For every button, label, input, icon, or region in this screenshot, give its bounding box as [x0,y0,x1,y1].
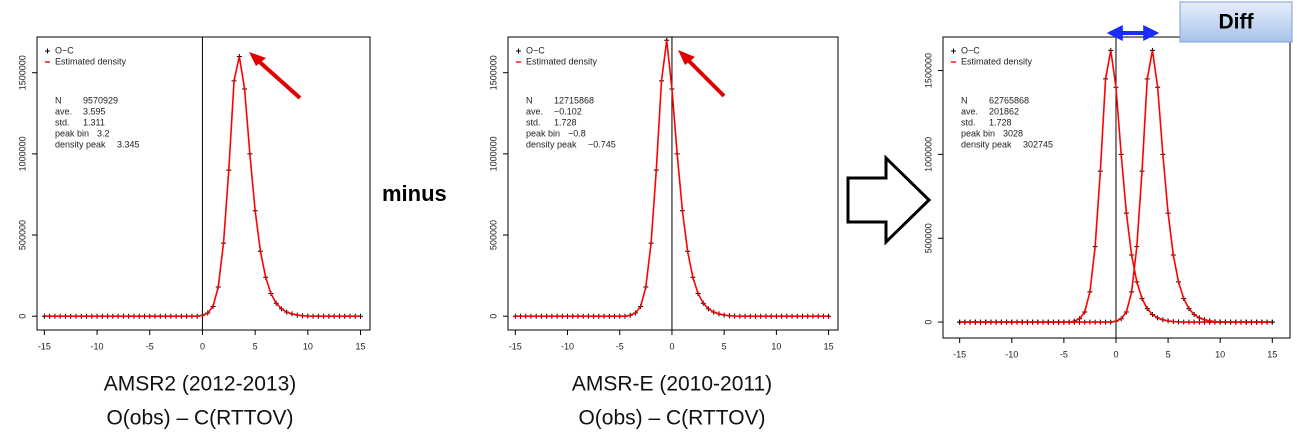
y-tick-label: 0 [488,314,498,319]
plot: -15 -10 -5 0 5 10 15 0 500000 1000000 1500000 O−CEs… [17,36,371,430]
caption: O(obs) – C(RTTOV) [106,407,293,430]
stat-label: std. [961,117,976,127]
y-tick-label: 1000000 [923,137,933,172]
plot-frame [942,36,1291,339]
y-tick-label: 500000 [17,220,27,250]
diff-box [1179,1,1293,43]
stat-value: 201862 [989,106,1019,116]
y-tick-label: 1000000 [488,136,498,171]
stat-label: ave. [526,106,543,116]
stat-value: 302745 [1023,139,1053,149]
legend-label: Estimated density [526,56,598,66]
x-tick-label: 10 [303,341,313,351]
peak-arrow [252,55,302,100]
legend-symbol [516,48,521,54]
x-tick-label: 10 [1215,349,1225,359]
stat-value: 1.728 [989,117,1012,127]
stat-label: density peak [526,139,577,149]
x-tick-label: -5 [1060,349,1068,359]
stat-value: 9570929 [83,95,118,105]
x-tick-label: 15 [1267,349,1277,359]
stat-value: 12715868 [554,95,594,105]
stat-label: N [55,95,62,105]
plot: -15 -10 -5 0 5 10 15 0 500000 1000000 1500000 O−CEs… [923,36,1291,359]
x-tick-label: -10 [1005,349,1018,359]
caption: AMSR2 (2012-2013) [104,373,297,396]
stat-value: 3.345 [117,139,140,149]
x-tick-label: 10 [771,341,781,351]
x-tick-label: 5 [253,341,258,351]
x-tick-label: 15 [356,341,366,351]
stat-value: −0.8 [568,128,586,138]
x-tick-label: -5 [146,341,154,351]
x-tick-label: -5 [616,341,624,351]
plot: -15 -10 -5 0 5 10 15 0 500000 1000000 1500000 O−CEs… [488,36,839,430]
y-tick-label: 500000 [923,223,933,253]
transform-arrow [846,154,932,246]
x-tick-label: -10 [561,341,574,351]
stat-label: peak bin [526,128,560,138]
y-tick-label: 500000 [488,220,498,250]
stat-label: ave. [55,106,72,116]
peak-arrow [681,53,726,98]
y-tick-label: 1000000 [17,136,27,171]
peak-arrow-head [249,52,266,66]
stat-label: peak bin [55,128,89,138]
stat-value: 1.728 [554,117,577,127]
stat-value: −0.102 [554,106,582,116]
y-tick-label: 0 [17,314,27,319]
x-tick-label: -10 [91,341,104,351]
stat-value: 3.2 [97,128,110,138]
stat-value: 1.311 [83,117,105,127]
operator-label: minus [382,181,447,206]
stat-value: 62765868 [989,95,1029,105]
stat-value: 3028 [1003,128,1023,138]
x-tick-label: 5 [722,341,727,351]
legend-label: O−C [961,45,980,55]
legend-symbol [45,48,50,54]
legend-symbol [951,48,956,54]
x-tick-label: 0 [669,341,674,351]
x-tick-label: 0 [200,341,205,351]
x-tick-label: 15 [824,341,834,351]
stat-label: peak bin [961,128,995,138]
caption: O(obs) – C(RTTOV) [578,407,765,430]
y-tick-label: 1500000 [17,55,27,90]
legend-label: O−C [55,45,74,55]
peak-arrow-head [678,50,695,65]
y-tick-label: 1500000 [488,55,498,90]
stat-label: N [526,95,533,105]
density-line [44,56,361,317]
caption: AMSR-E (2010-2011) [572,373,772,396]
legend-label: Estimated density [961,56,1033,66]
diff-label: Diff [1219,11,1255,34]
stat-value: −0.745 [588,139,616,149]
stat-label: N [961,95,968,105]
x-tick-label: 5 [1166,349,1171,359]
legend-label: Estimated density [55,56,127,66]
plot-frame [507,36,839,331]
legend-label: O−C [526,45,545,55]
stat-label: density peak [55,139,106,149]
stat-label: ave. [961,106,978,116]
density-line [959,50,1273,323]
stat-label: std. [526,117,541,127]
stat-label: std. [55,117,70,127]
x-tick-label: -15 [509,341,522,351]
plot-frame [36,36,371,331]
x-tick-label: 0 [1113,349,1118,359]
density-line [515,40,829,317]
stat-label: density peak [961,139,1012,149]
x-tick-label: -15 [38,341,51,351]
stat-value: 3.595 [83,106,106,116]
y-tick-label: 1500000 [923,53,933,88]
y-tick-label: 0 [923,320,933,325]
x-tick-label: -15 [953,349,966,359]
